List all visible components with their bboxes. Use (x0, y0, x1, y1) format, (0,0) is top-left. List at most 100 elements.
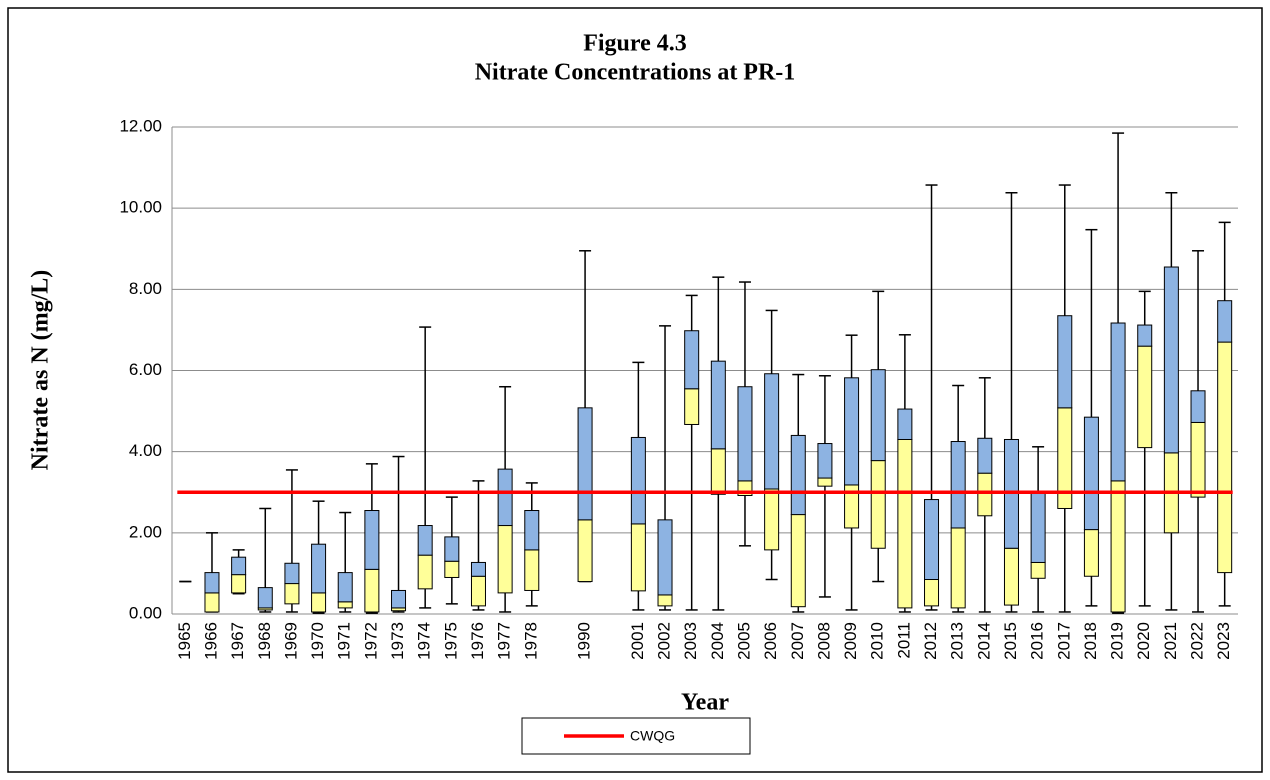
box-upper (337, 572, 353, 603)
x-tick-label: 1990 (575, 622, 594, 660)
box-upper (444, 536, 460, 562)
box-lower (684, 388, 700, 425)
y-tick-label: 12.00 (119, 116, 162, 135)
box-lower (924, 579, 940, 607)
chart-border (7, 7, 1263, 773)
x-tick-label: 2017 (1054, 622, 1073, 660)
x-tick-label: 1973 (388, 622, 407, 660)
box-upper (257, 587, 273, 609)
x-tick-label: 2018 (1081, 622, 1100, 660)
y-tick-label: 6.00 (129, 360, 162, 379)
box-lower (524, 549, 540, 591)
x-tick-label: 2012 (921, 622, 940, 660)
box-upper (497, 468, 513, 527)
box-upper (1030, 491, 1046, 563)
box-lower (870, 460, 886, 549)
box-lower (977, 472, 993, 517)
box-lower (790, 514, 806, 608)
box-upper (710, 360, 726, 450)
box-lower (897, 438, 913, 609)
x-tick-label: 1975 (441, 622, 460, 660)
box-upper (764, 373, 780, 490)
x-tick-label: 2001 (628, 622, 647, 660)
box-upper (1083, 416, 1099, 531)
box-lower (764, 488, 780, 551)
x-tick-label: 2009 (841, 622, 860, 660)
box-lower (284, 583, 300, 605)
chart-title: Figure 4.3 (583, 31, 687, 57)
box-lower (950, 527, 966, 609)
box-upper (897, 408, 913, 440)
box-upper (924, 499, 940, 581)
y-tick-label: 8.00 (129, 279, 162, 298)
box-upper (364, 510, 380, 570)
box-upper (1163, 266, 1179, 454)
box-lower (577, 519, 593, 583)
box-lower (497, 525, 513, 594)
x-tick-label: 1977 (495, 622, 514, 660)
x-tick-label: 2016 (1028, 622, 1047, 660)
box-upper (870, 369, 886, 462)
box-upper (977, 437, 993, 474)
x-tick-label: 2014 (974, 622, 993, 660)
legend-box (521, 717, 751, 755)
x-tick-label: 1966 (201, 622, 220, 660)
box-lower (311, 592, 327, 613)
x-tick-label: 2023 (1214, 622, 1233, 660)
box-lower (1137, 345, 1153, 449)
box-upper (391, 589, 407, 609)
box-lower (1110, 480, 1126, 613)
box-upper (311, 543, 327, 594)
box-lower (1030, 561, 1046, 579)
box-lower (231, 574, 247, 594)
x-tick-label: 2015 (1001, 622, 1020, 660)
x-tick-label: 2005 (734, 622, 753, 660)
x-tick-label: 2011 (894, 622, 913, 659)
x-tick-label: 2004 (708, 622, 727, 660)
x-tick-label: 2006 (761, 622, 780, 660)
box-lower (630, 523, 646, 592)
box-upper (657, 519, 673, 596)
x-tick-label: 2010 (868, 622, 887, 660)
x-tick-label: 2003 (681, 622, 700, 660)
box-lower (470, 575, 486, 607)
box-upper (524, 510, 540, 551)
box-upper (284, 562, 300, 585)
x-tick-label: 1972 (361, 622, 380, 660)
x-tick-label: 2007 (788, 622, 807, 660)
box-lower (444, 560, 460, 578)
x-tick-label: 2020 (1134, 622, 1153, 660)
box-upper (470, 561, 486, 577)
x-tick-label: 1967 (228, 622, 247, 660)
box-lower (657, 594, 673, 607)
box-lower (204, 592, 220, 613)
box-upper (1137, 324, 1153, 347)
box-upper (1217, 300, 1233, 343)
box-lower (337, 601, 353, 609)
box-upper (231, 556, 247, 576)
box-upper (844, 377, 860, 486)
box-upper (950, 441, 966, 529)
box-upper (1190, 390, 1206, 423)
x-tick-label: 1968 (255, 622, 274, 660)
x-tick-label: 2002 (655, 622, 674, 660)
x-tick-label: 1969 (281, 622, 300, 660)
box-lower (1083, 529, 1099, 577)
box-upper (204, 572, 220, 594)
x-tick-label: 2008 (814, 622, 833, 660)
box-upper (817, 443, 833, 479)
box-upper (1057, 315, 1073, 409)
box-lower (1217, 341, 1233, 574)
box-upper (630, 436, 646, 525)
y-tick-label: 10.00 (119, 198, 162, 217)
x-axis-title: Year (681, 690, 729, 716)
y-tick-label: 4.00 (129, 441, 162, 460)
box-upper (684, 330, 700, 390)
box-upper (737, 386, 753, 482)
box-lower (364, 568, 380, 613)
x-tick-label: 2019 (1108, 622, 1127, 660)
x-tick-label: 1974 (415, 622, 434, 660)
x-tick-label: 2022 (1188, 622, 1207, 660)
